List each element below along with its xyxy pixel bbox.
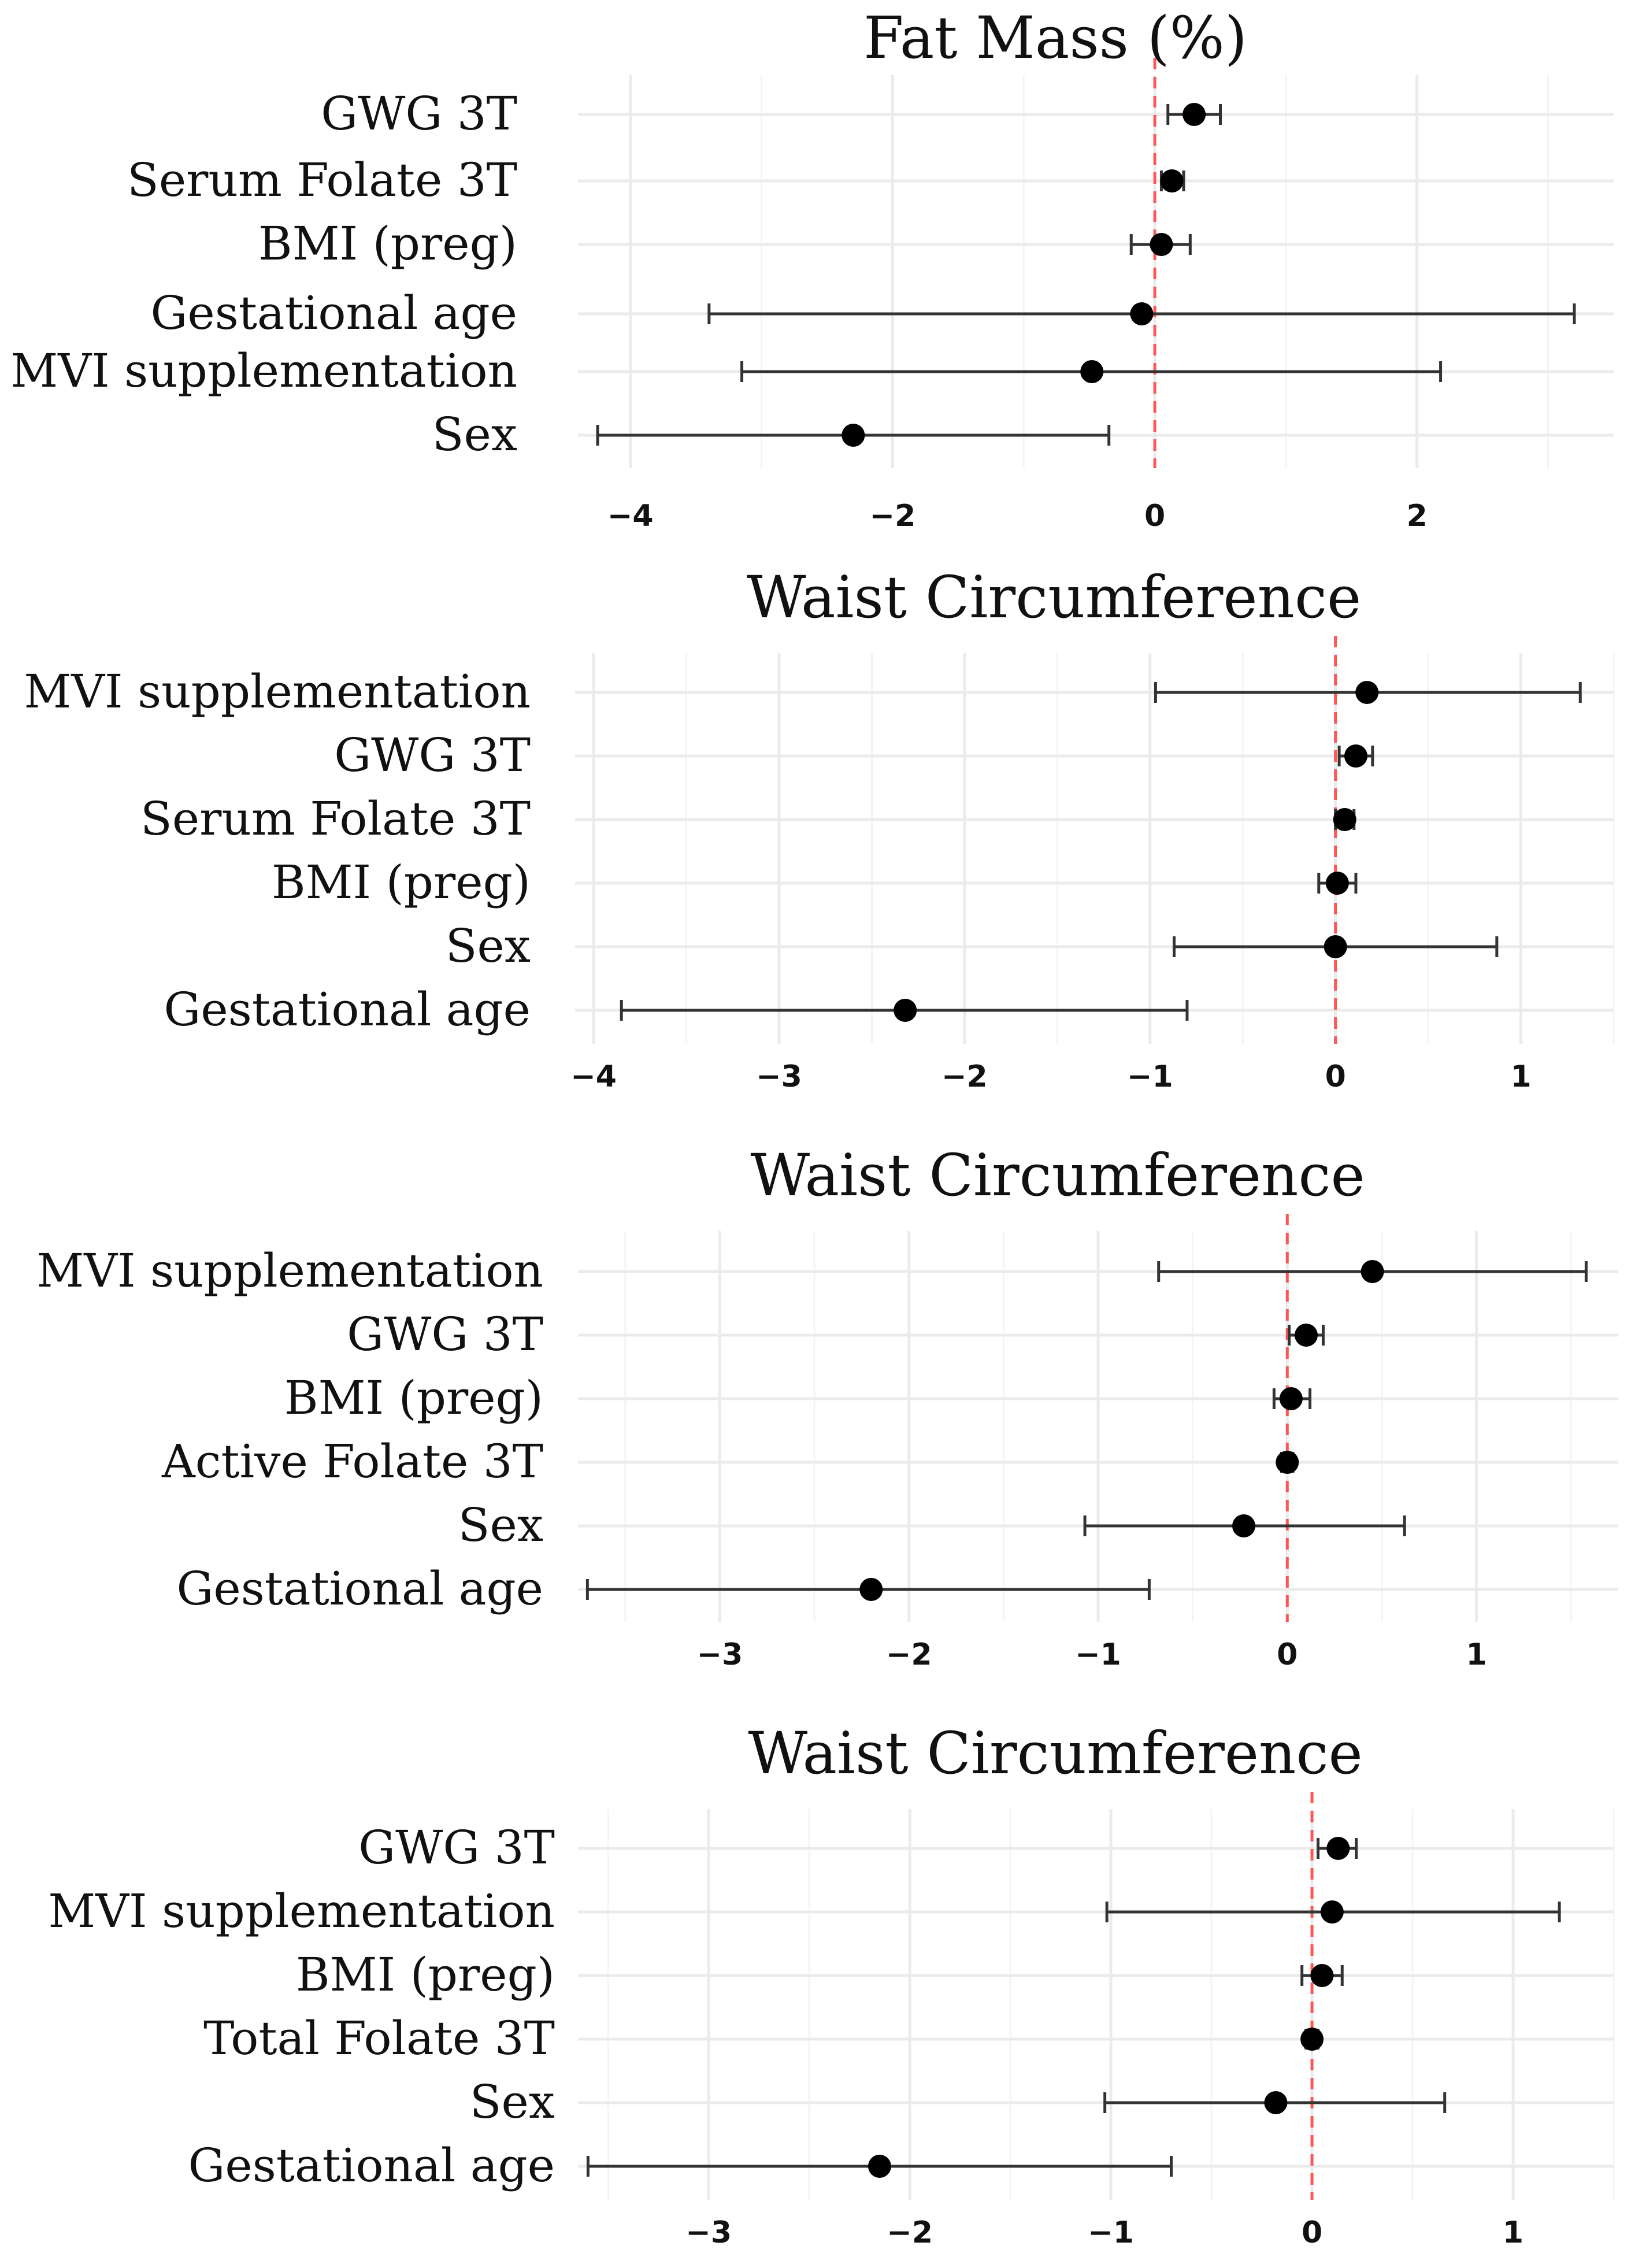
row-label: BMI (preg) [272, 855, 531, 909]
x-tick-label: −1 [1075, 1637, 1121, 1672]
estimate-point [868, 2155, 891, 2178]
row-label: BMI (preg) [284, 1371, 543, 1425]
estimate-point [1150, 233, 1173, 256]
row-label: GWG 3T [334, 728, 531, 782]
estimate-point [1080, 360, 1104, 383]
row-label: GWG 3T [358, 1821, 555, 1874]
row-label: Total Folate 3T [203, 2011, 555, 2065]
estimate-point [1295, 1324, 1318, 1347]
panel-1: Fat Mass (%) GWG 3T Serum Folate 3T BMI (pr… [10, 4, 1614, 533]
estimate-point [1324, 935, 1347, 958]
chart-title: Waist Circumference [748, 1719, 1362, 1787]
estimate-point [1300, 2028, 1324, 2051]
x-tick-label: 1 [1466, 1637, 1487, 1672]
estimate-point [1326, 1837, 1350, 1860]
chart-title: Waist Circumference [747, 564, 1361, 631]
row-label: MVI supplementation [48, 1884, 555, 1938]
row-label: Sex [458, 1498, 543, 1552]
row-label: MVI supplementation [24, 665, 531, 718]
x-tick-label: −3 [685, 2215, 732, 2250]
x-tick-label: −2 [886, 1637, 932, 1672]
x-tick-label: 0 [1302, 2215, 1322, 2250]
estimate-point [1320, 1900, 1344, 1924]
row-label: GWG 3T [347, 1307, 543, 1361]
estimate-point [859, 1578, 883, 1601]
estimate-point [1130, 302, 1154, 325]
row-label: Sex [446, 919, 531, 973]
row-label: Active Folate 3T [161, 1435, 543, 1488]
x-tick-label: −4 [570, 1059, 617, 1094]
x-tick-label: −1 [1127, 1059, 1173, 1094]
row-label: GWG 3T [321, 87, 517, 140]
x-tick-label: −1 [1088, 2215, 1134, 2250]
row-label: BMI (preg) [296, 1948, 555, 2002]
x-tick-label: −3 [756, 1059, 802, 1094]
x-tick-label: −2 [887, 2215, 933, 2250]
row-label: Gestational age [164, 983, 531, 1036]
x-tick-label: 1 [1510, 1059, 1531, 1094]
estimate-point [1279, 1387, 1303, 1410]
estimate-point [1183, 103, 1206, 126]
estimate-point [894, 999, 917, 1022]
x-tick-label: −2 [870, 499, 916, 533]
estimate-point [1355, 681, 1379, 704]
x-tick-label: −2 [941, 1059, 988, 1094]
estimate-point [842, 424, 865, 447]
row-label: Sex [470, 2075, 555, 2129]
estimate-point [1333, 808, 1356, 831]
row-label: Serum Folate 3T [127, 153, 517, 207]
panel-2: Waist Circumference MVI supplementation GW… [24, 564, 1615, 1094]
row-label: Gestational age [188, 2139, 555, 2192]
x-tick-label: 0 [1277, 1637, 1298, 1672]
panel-3: Waist Circumference MVI supplementation GW… [36, 1142, 1618, 1672]
row-label: Gestational age [150, 286, 517, 340]
estimate-point [1160, 169, 1184, 192]
row-label: Serum Folate 3T [140, 792, 531, 846]
row-label: MVI supplementation [36, 1244, 543, 1298]
row-label: BMI (preg) [258, 217, 517, 270]
estimate-point [1325, 872, 1349, 895]
row-label: MVI supplementation [10, 344, 517, 398]
x-tick-label: 0 [1325, 1059, 1346, 1094]
chart-title: Waist Circumference [750, 1142, 1365, 1209]
x-tick-label: 2 [1407, 499, 1428, 533]
row-label: Gestational age [176, 1562, 543, 1615]
estimate-point [1344, 744, 1367, 768]
row-label: Sex [432, 407, 517, 461]
estimate-point [1276, 1451, 1299, 1474]
estimate-point [1232, 1514, 1255, 1537]
estimate-point [1264, 2091, 1288, 2114]
estimate-point [1310, 1964, 1334, 1987]
x-tick-label: −3 [697, 1637, 743, 1672]
x-tick-label: −4 [607, 499, 654, 533]
chart-title: Fat Mass (%) [863, 4, 1247, 72]
panel-4: Waist Circumference GWG 3T MVI supplementa… [48, 1719, 1615, 2250]
x-tick-label: 1 [1503, 2215, 1523, 2250]
estimate-point [1361, 1260, 1384, 1283]
x-tick-label: 0 [1144, 499, 1165, 533]
